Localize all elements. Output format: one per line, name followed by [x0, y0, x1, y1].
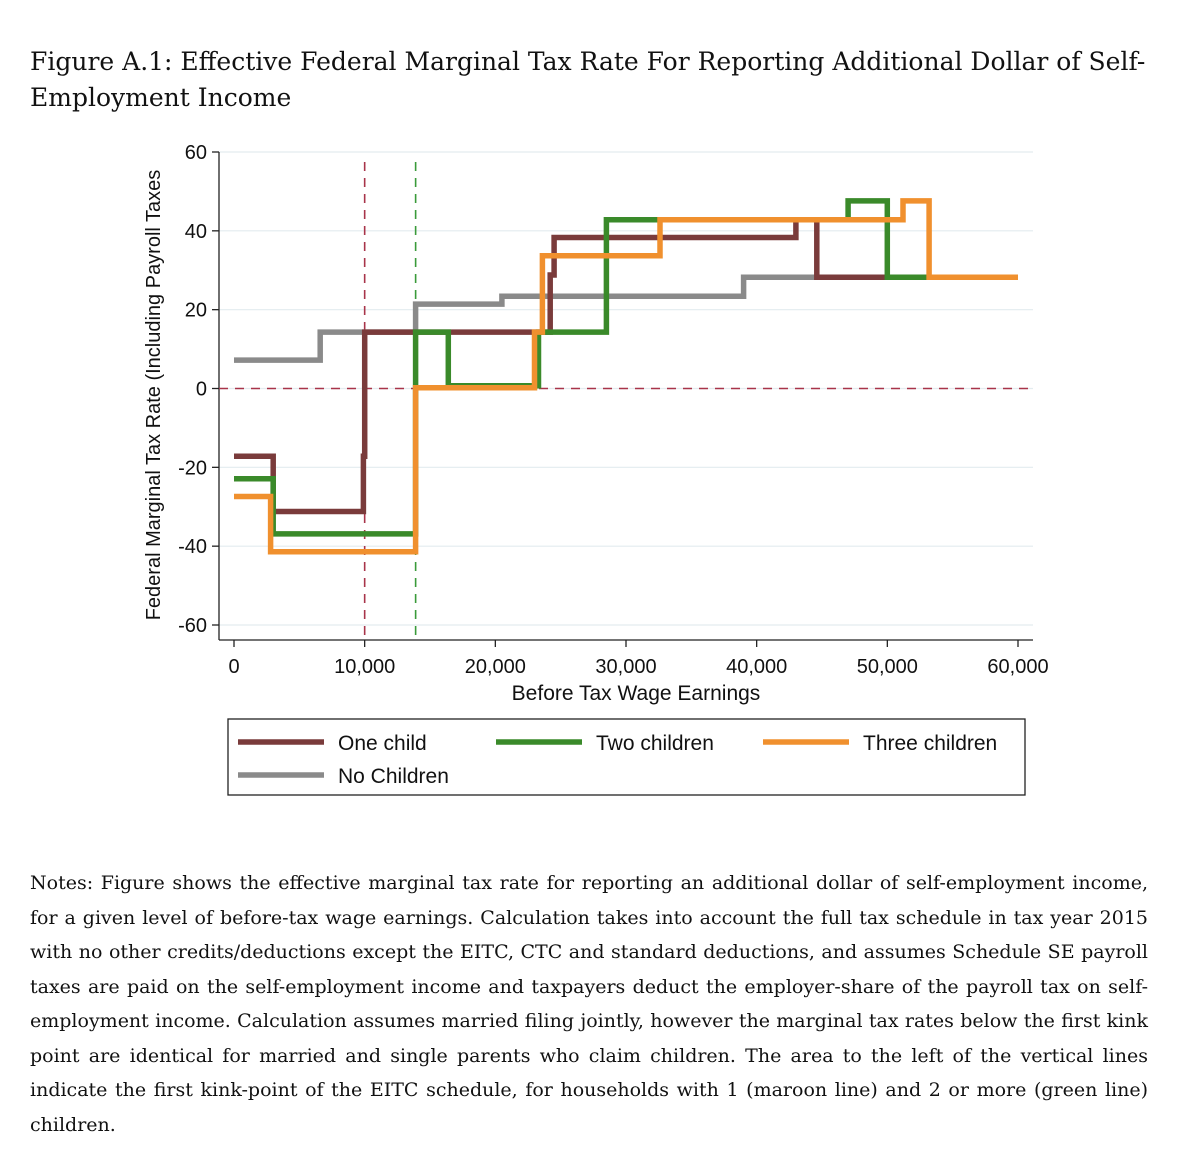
legend-label-one-child: One child	[338, 732, 427, 755]
y-tick-label: -20	[178, 457, 207, 479]
x-tick-label: 50,000	[857, 656, 918, 678]
y-tick-label: 20	[185, 300, 207, 322]
x-tick-label: 0	[228, 656, 239, 678]
series-line-two-children	[234, 198, 1018, 537]
y-tick-label: 0	[196, 379, 207, 401]
x-tick-label: 60,000	[987, 656, 1048, 678]
x-tick-label: 10,000	[334, 656, 395, 678]
y-tick-label: 40	[185, 221, 207, 243]
x-axis-title: Before Tax Wage Earnings	[512, 682, 761, 705]
y-tick-label: -60	[178, 615, 207, 637]
figure-notes: Notes: Figure shows the effective margin…	[30, 872, 1148, 1136]
x-tick-label: 40,000	[726, 656, 787, 678]
legend-box	[227, 718, 1026, 796]
legend-label-three-children: Three children	[863, 732, 997, 755]
y-tick-label: -40	[178, 536, 207, 558]
figure-title: Figure A.1: Effective Federal Marginal T…	[30, 47, 1146, 112]
legend-label-two-children: Two children	[596, 732, 714, 755]
y-tick-label: 60	[185, 142, 207, 164]
legend-label-no-children: No Children	[338, 765, 449, 788]
series-line-no-children	[234, 274, 1018, 363]
y-axis-title: Federal Marginal Tax Rate (Including Pay…	[143, 170, 165, 621]
chart: 60 40 20 0 -20 -40 -60 0 10,000 20,000 30,000 40,00…	[143, 142, 1049, 796]
series-line-three-children	[234, 198, 1018, 555]
x-tick-label: 20,000	[465, 656, 526, 678]
x-tick-label: 30,000	[595, 656, 656, 678]
chart-svg: 60 40 20 0 -20 -40 -60 0 10,000 20,000 30,000 40,00…	[143, 142, 1049, 796]
